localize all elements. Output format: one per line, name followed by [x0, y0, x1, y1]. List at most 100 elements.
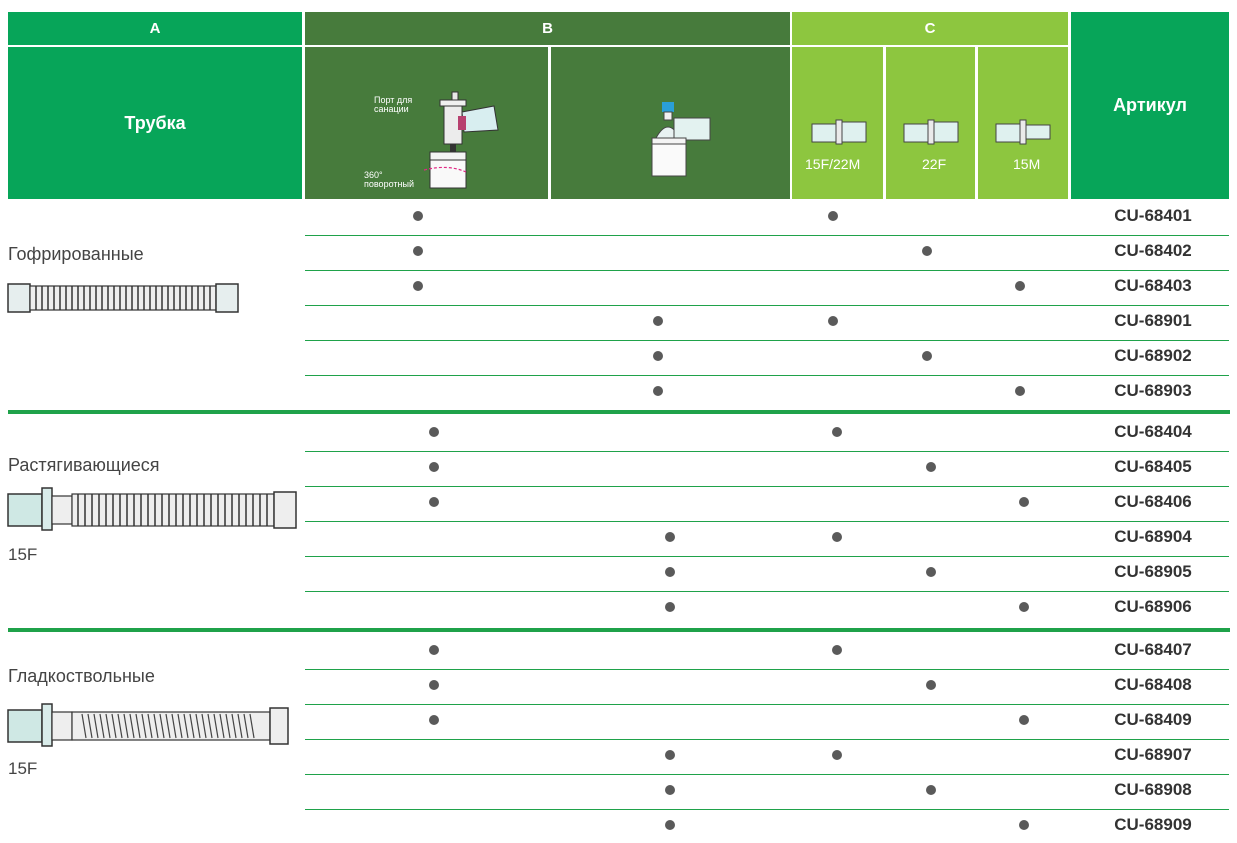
mark-dot-c — [832, 749, 842, 760]
article-code: CU-68406 — [1114, 491, 1192, 511]
header-b1-cell — [305, 47, 548, 199]
header-article-cell — [1071, 12, 1229, 199]
row-divider — [305, 809, 1229, 810]
extendable-size-label: 15F — [8, 545, 38, 564]
mark-dot-c — [1019, 819, 1029, 830]
row-divider — [305, 486, 1229, 487]
row-divider — [305, 375, 1229, 376]
header-a-letter-cell — [8, 12, 302, 45]
mark-dot-c — [832, 426, 842, 437]
header-c-letter: C — [924, 20, 936, 37]
mark-dot-b — [653, 315, 663, 326]
connector-22f-icon — [903, 119, 959, 145]
mark-dot-b — [429, 679, 439, 690]
b1-port-label: Порт для санации — [374, 95, 413, 114]
article-code: CU-68405 — [1114, 456, 1192, 476]
header-tube-cell — [8, 47, 302, 199]
mark-dot-c — [1015, 385, 1025, 396]
mark-dot-c — [1019, 496, 1029, 507]
corrugated-tube-icon — [7, 283, 239, 313]
article-code: CU-68409 — [1114, 709, 1192, 729]
mark-dot-b — [429, 461, 439, 472]
mark-dot-c — [1019, 601, 1029, 612]
row-divider — [305, 591, 1229, 592]
row-divider — [305, 556, 1229, 557]
mark-dot-b — [413, 210, 423, 221]
mark-dot-c — [1019, 714, 1029, 725]
row-divider — [305, 704, 1229, 705]
row-divider — [305, 270, 1229, 271]
header-tube-title: Трубка — [124, 112, 186, 133]
header-article-title: Артикул — [1113, 95, 1187, 115]
group-separator — [8, 628, 1230, 632]
mark-dot-b — [429, 644, 439, 655]
mark-dot-b — [429, 496, 439, 507]
mark-dot-b — [665, 601, 675, 612]
article-code: CU-68904 — [1114, 526, 1192, 546]
smooth-tube-icon — [7, 703, 289, 747]
row-divider — [305, 774, 1229, 775]
mark-dot-b — [653, 385, 663, 396]
c2-size-label: 22F — [922, 156, 947, 172]
mark-dot-b — [653, 350, 663, 361]
mark-dot-b — [665, 566, 675, 577]
article-code: CU-68908 — [1114, 779, 1192, 799]
c1-size-label: 15F/22M — [805, 156, 861, 172]
mark-dot-b — [665, 819, 675, 830]
closed-suction-adapter-icon — [651, 102, 711, 177]
row-divider — [305, 739, 1229, 740]
header-b-letter: B — [542, 20, 553, 37]
group-corrugated-label: Гофрированные — [8, 244, 144, 264]
mark-dot-c — [828, 315, 838, 326]
connector-15m-icon — [995, 119, 1051, 145]
mark-dot-b — [413, 280, 423, 291]
mark-dot-c — [832, 644, 842, 655]
row-divider — [305, 451, 1229, 452]
mark-dot-b — [665, 784, 675, 795]
c3-size-label: 15M — [1013, 156, 1041, 172]
mark-dot-c — [828, 210, 838, 221]
row-divider — [305, 669, 1229, 670]
article-code: CU-68407 — [1114, 639, 1192, 659]
mark-dot-b — [429, 714, 439, 725]
mark-dot-c — [922, 245, 932, 256]
connector-15f22m-icon — [811, 119, 867, 145]
article-code: CU-68907 — [1114, 744, 1192, 764]
mark-dot-b — [665, 531, 675, 542]
row-divider — [305, 235, 1229, 236]
article-code: CU-68408 — [1114, 674, 1192, 694]
extendable-tube-icon — [7, 487, 297, 531]
suction-port-adapter-icon — [423, 91, 499, 189]
mark-dot-b — [429, 426, 439, 437]
header-a-letter: A — [149, 20, 161, 37]
header-b-letter-cell — [305, 12, 790, 45]
mark-dot-c — [926, 566, 936, 577]
group-extendable-label: Растягивающиеся — [8, 455, 160, 475]
article-code: CU-68909 — [1114, 814, 1192, 834]
row-divider — [305, 305, 1229, 306]
group-smooth-label: Гладкоствольные — [8, 666, 155, 686]
b1-rotation-label: 360° поворотный — [364, 170, 414, 189]
article-code: CU-68402 — [1114, 240, 1192, 260]
mark-dot-c — [1015, 280, 1025, 291]
mark-dot-c — [926, 784, 936, 795]
mark-dot-b — [413, 245, 423, 256]
mark-dot-c — [926, 679, 936, 690]
article-code: CU-68906 — [1114, 596, 1192, 616]
article-code: CU-68902 — [1114, 345, 1192, 365]
smooth-size-label: 15F — [8, 759, 38, 778]
article-code: CU-68404 — [1114, 421, 1192, 441]
article-code: CU-68903 — [1114, 380, 1192, 400]
mark-dot-b — [665, 749, 675, 760]
article-code: CU-68403 — [1114, 275, 1192, 295]
mark-dot-c — [832, 531, 842, 542]
article-code: CU-68901 — [1114, 310, 1192, 330]
mark-dot-c — [922, 350, 932, 361]
group-separator — [8, 410, 1230, 414]
header-c-letter-cell — [792, 12, 1068, 45]
article-code: CU-68401 — [1114, 205, 1192, 225]
mark-dot-c — [926, 461, 936, 472]
article-code: CU-68905 — [1114, 561, 1192, 581]
row-divider — [305, 340, 1229, 341]
row-divider — [305, 521, 1229, 522]
